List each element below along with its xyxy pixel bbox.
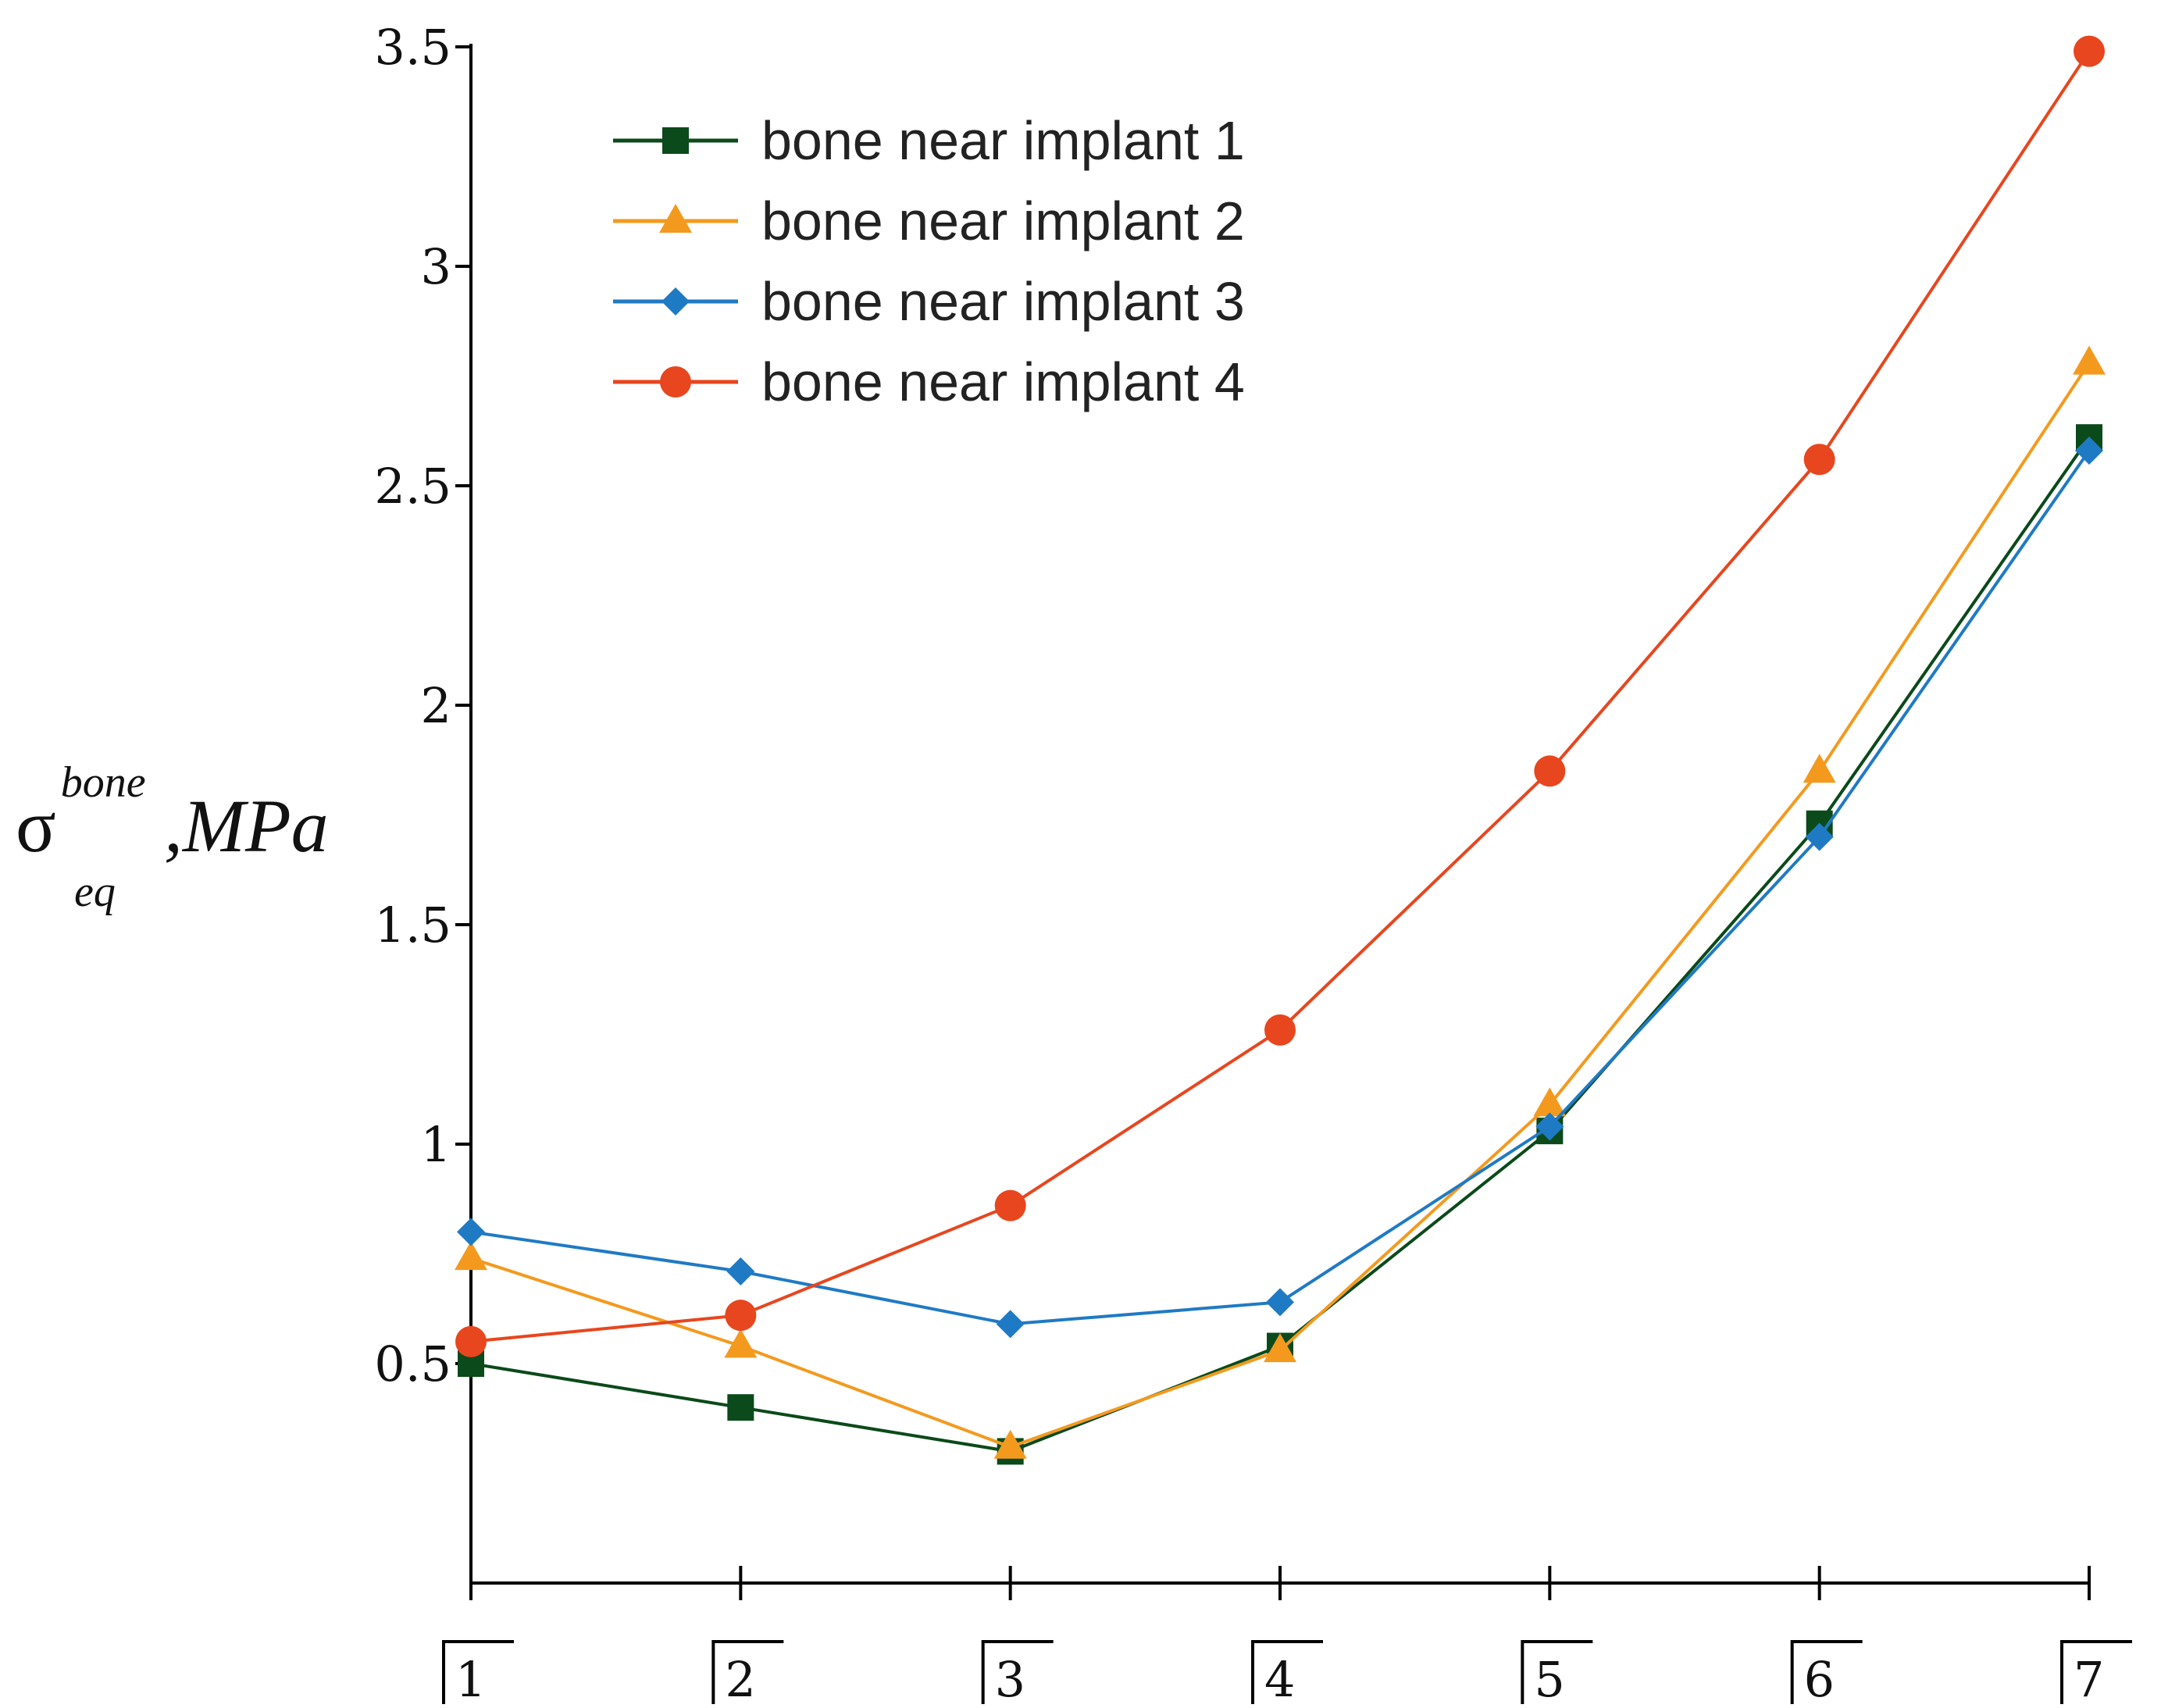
axes: 0.5 1 1.5 2 2.5 3 3.5 1 2 3 4 5 6 7 (374, 19, 2132, 1708)
x-tick-label: 5 (1534, 1651, 1564, 1708)
series-line (470, 50, 2091, 1343)
data-point-triangle (1803, 754, 1836, 783)
series-3 (457, 437, 2103, 1339)
y-tick-label: 1.5 (374, 897, 451, 954)
x-tick-bracket (711, 1640, 784, 1704)
data-point-triangle (2073, 345, 2106, 375)
x-tick-label: 2 (725, 1651, 755, 1708)
y-tick-label: 2 (421, 677, 451, 734)
legend-label: bone near implant 2 (761, 191, 1245, 251)
y-tick-label: 2.5 (374, 458, 451, 515)
legend-label: bone near implant 4 (761, 351, 1245, 412)
y-axis-label-symbol: σ (16, 784, 56, 868)
x-tick-bracket (1790, 1640, 1863, 1704)
data-point-triangle (659, 204, 692, 233)
x-tick-bracket (1251, 1640, 1323, 1704)
x-tick-bracket (981, 1640, 1054, 1704)
y-axis-label-subscript: eq (74, 868, 116, 916)
x-tick-label: 3 (995, 1651, 1025, 1708)
y-tick-label: 0.5 (374, 1335, 451, 1392)
series-4 (455, 35, 2105, 1357)
data-point-square (662, 127, 689, 154)
data-point-circle (1803, 444, 1835, 476)
legend-item-2: bone near implant 2 (613, 191, 1245, 251)
data-point-square (727, 1394, 754, 1421)
data-point-diamond (2075, 437, 2103, 465)
legend-item-3: bone near implant 3 (613, 271, 1245, 332)
legend: bone near implant 1 bone near implant 2 bo… (613, 110, 1245, 412)
x-tick-label: 1 (455, 1651, 486, 1708)
series-layer (455, 35, 2106, 1465)
data-point-diamond (996, 1310, 1025, 1339)
series-line (470, 362, 2091, 1449)
data-point-triangle (1264, 1333, 1296, 1363)
data-point-triangle (1533, 1087, 1567, 1117)
data-point-diamond (1266, 1288, 1294, 1317)
y-tick-label: 1 (421, 1116, 451, 1173)
y-tick-label: 3 (421, 238, 451, 295)
y-axis-label-superscript: bone (61, 758, 146, 807)
x-tick-bracket (2060, 1640, 2132, 1704)
x-tick-label: 6 (1804, 1651, 1835, 1708)
x-tick-label: 4 (1264, 1651, 1295, 1708)
y-tick-label: 3.5 (374, 19, 451, 76)
x-tick-bracket (1521, 1640, 1593, 1704)
data-point-circle (1264, 1014, 1296, 1046)
series-line (470, 449, 2091, 1326)
data-point-circle (455, 1325, 487, 1357)
legend-item-1: bone near implant 1 (613, 110, 1245, 171)
data-point-circle (994, 1189, 1026, 1221)
data-point-diamond (457, 1218, 485, 1246)
data-point-circle (725, 1300, 757, 1332)
legend-label: bone near implant 3 (761, 271, 1245, 332)
series-2 (455, 345, 2106, 1459)
data-point-circle (1534, 755, 1566, 787)
data-point-triangle (455, 1241, 487, 1271)
x-tick-bracket (442, 1640, 514, 1704)
x-tick-label: 7 (2074, 1651, 2104, 1708)
data-point-triangle (993, 1429, 1027, 1459)
data-point-diamond (1805, 822, 1834, 851)
legend-label: bone near implant 1 (761, 110, 1245, 171)
data-point-circle (2074, 35, 2105, 67)
y-axis-label: σbone eq ,MPa (16, 758, 329, 916)
data-point-triangle (724, 1328, 758, 1358)
data-point-diamond (661, 287, 690, 316)
y-axis-label-unit: ,MPa (164, 784, 329, 868)
data-point-diamond (726, 1257, 755, 1285)
data-point-diamond (1535, 1112, 1564, 1141)
data-point-circle (660, 366, 691, 398)
legend-item-4: bone near implant 4 (613, 351, 1245, 412)
